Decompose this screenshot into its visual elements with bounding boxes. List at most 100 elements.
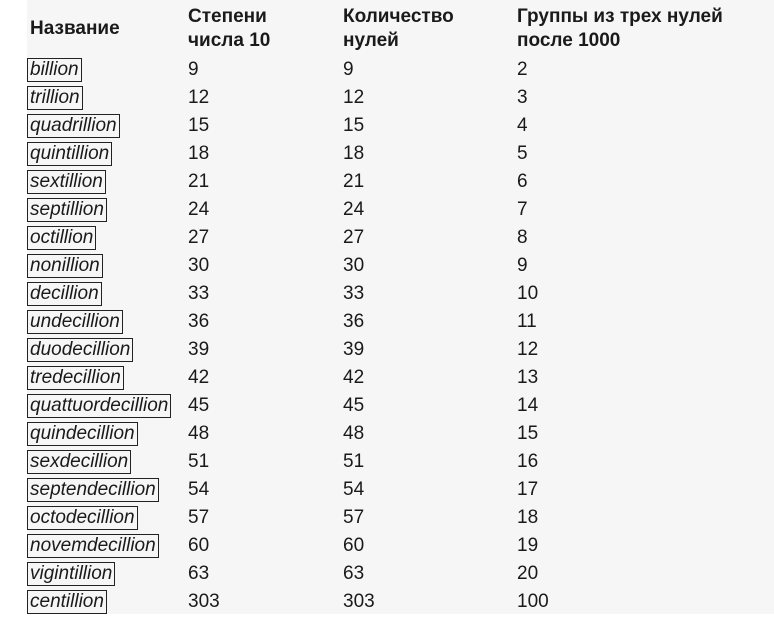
number-name-link[interactable]: sexdecillion <box>27 450 132 474</box>
cell-name: undecillion <box>27 308 188 336</box>
cell-name: sextillion <box>27 168 188 196</box>
cell-name: septendecillion <box>27 476 188 504</box>
cell-zeros: 63 <box>343 563 365 584</box>
table-row: undecillion 36 36 11 <box>27 308 774 336</box>
cell-name: decillion <box>27 280 188 308</box>
cell-name: sexdecillion <box>27 448 188 476</box>
cell-groups: 8 <box>517 227 528 248</box>
cell-zeros: 57 <box>343 507 365 528</box>
header-power: Степени числа 10 <box>188 0 343 56</box>
cell-name: novemdecillion <box>27 532 188 560</box>
cell-name: octodecillion <box>27 504 188 532</box>
cell-power: 45 <box>188 395 210 416</box>
cell-groups: 3 <box>517 87 528 108</box>
cell-power: 51 <box>188 451 210 472</box>
cell-power: 27 <box>188 227 210 248</box>
number-name-link[interactable]: quintillion <box>27 142 113 166</box>
number-name-link[interactable]: tredecillion <box>27 366 124 390</box>
cell-name: octillion <box>27 224 188 252</box>
cell-zeros: 27 <box>343 227 365 248</box>
cell-name: billion <box>27 56 188 84</box>
cell-power: 39 <box>188 339 210 360</box>
table-row: tredecillion 42 42 13 <box>27 364 774 392</box>
cell-name: trillion <box>27 84 188 112</box>
cell-zeros: 51 <box>343 451 365 472</box>
number-name-link[interactable]: quindecillion <box>27 422 138 446</box>
cell-power: 30 <box>188 255 210 276</box>
cell-zeros: 9 <box>343 59 354 80</box>
table-row: centillion 303 303 100 <box>27 588 774 616</box>
table-row: quindecillion 48 48 15 <box>27 420 774 448</box>
number-name-link[interactable]: nonillion <box>27 254 103 278</box>
number-name-link[interactable]: billion <box>27 58 82 82</box>
cell-power: 33 <box>188 283 210 304</box>
number-name-link[interactable]: trillion <box>27 86 83 110</box>
cell-groups: 17 <box>517 479 539 500</box>
table-row: octodecillion 57 57 18 <box>27 504 774 532</box>
cell-zeros: 15 <box>343 115 365 136</box>
cell-name: quintillion <box>27 140 188 168</box>
number-names-table: Название Степени числа 10 Количество нул… <box>27 0 774 616</box>
header-groups-line-2: после 1000 <box>517 30 621 51</box>
cell-name: quattuordecillion <box>27 392 188 420</box>
cell-name: nonillion <box>27 252 188 280</box>
number-names-table-container: Название Степени числа 10 Количество нул… <box>27 0 774 614</box>
number-name-link[interactable]: octillion <box>27 226 97 250</box>
cell-groups: 5 <box>517 143 528 164</box>
cell-zeros: 48 <box>343 423 365 444</box>
table-row: sextillion 21 21 6 <box>27 168 774 196</box>
cell-power: 24 <box>188 199 210 220</box>
table-row: octillion 27 27 8 <box>27 224 774 252</box>
cell-name: centillion <box>27 588 188 616</box>
number-name-link[interactable]: octodecillion <box>27 506 138 530</box>
cell-groups: 14 <box>517 395 539 416</box>
table-header: Название Степени числа 10 Количество нул… <box>27 0 774 56</box>
header-name-line-1: Название <box>30 18 120 39</box>
header-zeros-line-2: нулей <box>343 30 399 51</box>
number-name-link[interactable]: decillion <box>27 282 102 306</box>
cell-zeros: 42 <box>343 367 365 388</box>
header-zeros: Количество нулей <box>343 0 517 56</box>
table-row: duodecillion 39 39 12 <box>27 336 774 364</box>
cell-zeros: 12 <box>343 87 365 108</box>
table-row: nonillion 30 30 9 <box>27 252 774 280</box>
header-power-line-2: числа 10 <box>188 30 271 51</box>
cell-groups: 7 <box>517 199 528 220</box>
number-name-link[interactable]: centillion <box>27 590 107 614</box>
cell-groups: 9 <box>517 255 528 276</box>
table-row: quadrillion 15 15 4 <box>27 112 774 140</box>
cell-zeros: 18 <box>343 143 365 164</box>
cell-zeros: 60 <box>343 535 365 556</box>
cell-groups: 18 <box>517 507 539 528</box>
cell-zeros: 303 <box>343 591 375 612</box>
cell-name: quadrillion <box>27 112 188 140</box>
header-name: Название <box>27 0 188 56</box>
cell-zeros: 39 <box>343 339 365 360</box>
cell-zeros: 24 <box>343 199 365 220</box>
number-name-link[interactable]: vigintillion <box>27 562 116 586</box>
number-name-link[interactable]: quattuordecillion <box>27 394 172 418</box>
cell-power: 42 <box>188 367 210 388</box>
cell-groups: 11 <box>517 311 537 332</box>
cell-groups: 100 <box>517 591 549 612</box>
cell-power: 21 <box>188 171 210 192</box>
header-groups: Группы из трех нулей после 1000 <box>517 0 774 56</box>
cell-power: 9 <box>188 59 199 80</box>
cell-zeros: 36 <box>343 311 365 332</box>
cell-power: 303 <box>188 591 220 612</box>
cell-groups: 10 <box>517 283 539 304</box>
number-name-link[interactable]: duodecillion <box>27 338 134 362</box>
number-name-link[interactable]: novemdecillion <box>27 534 159 558</box>
number-name-link[interactable]: septendecillion <box>27 478 159 502</box>
table-row: billion 9 9 2 <box>27 56 774 84</box>
number-name-link[interactable]: sextillion <box>27 170 106 194</box>
number-name-link[interactable]: septillion <box>27 198 107 222</box>
cell-groups: 20 <box>517 563 539 584</box>
table-row: septendecillion 54 54 17 <box>27 476 774 504</box>
number-name-link[interactable]: undecillion <box>27 310 123 334</box>
number-name-link[interactable]: quadrillion <box>27 114 120 138</box>
cell-power: 12 <box>188 87 210 108</box>
cell-power: 15 <box>188 115 210 136</box>
cell-power: 18 <box>188 143 210 164</box>
